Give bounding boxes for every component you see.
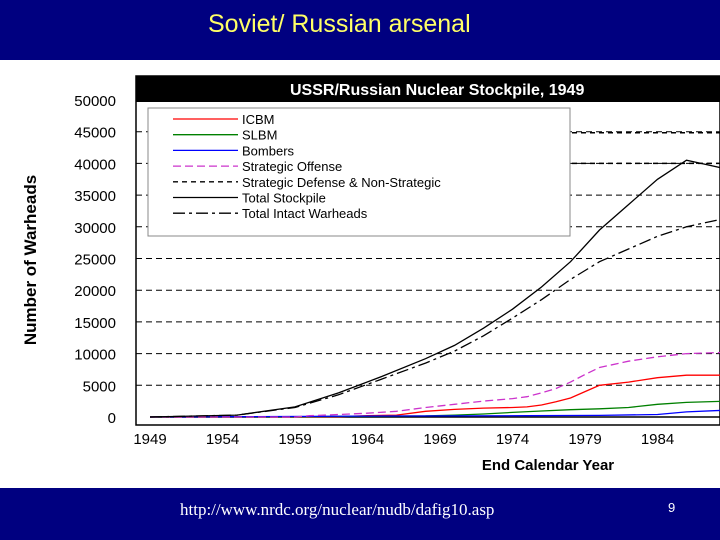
chart-title: USSR/Russian Nuclear Stockpile, 1949 [290,82,584,99]
legend-label-2: Bombers [242,143,295,158]
y-tick-label-40000: 40000 [74,156,116,173]
footer-bar [0,488,720,540]
chart-title-bar [136,76,720,102]
series-line-total-intact-warheads [149,218,720,418]
y-tick-label-20000: 20000 [74,283,116,300]
x-tick-label-1949: 1949 [133,431,166,448]
legend-label-3: Strategic Offense [242,159,342,174]
legend-label-6: Total Intact Warheads [242,206,368,221]
x-tick-label-1979: 1979 [568,431,601,448]
y-tick-label-50000: 50000 [74,93,116,110]
x-tick-label-1964: 1964 [351,431,384,448]
x-tick-label-1969: 1969 [423,431,456,448]
y-axis-title: Number of Warheads [21,175,40,345]
y-tick-label-15000: 15000 [74,315,116,332]
legend-label-4: Strategic Defense & Non-Strategic [242,175,441,190]
y-tick-label-25000: 25000 [74,252,116,269]
y-tick-label-5000: 5000 [83,378,116,395]
x-tick-label-1984: 1984 [641,431,674,448]
y-tick-label-30000: 30000 [74,220,116,237]
x-tick-label-1974: 1974 [496,431,529,448]
legend-label-5: Total Stockpile [242,191,326,206]
legend-box [147,107,571,237]
y-tick-label-45000: 45000 [74,125,116,142]
y-tick-label-0: 0 [108,410,116,427]
x-axis-title: End Calendar Year [482,457,614,474]
y-tick-label-10000: 10000 [74,347,116,364]
slide-number: 9 [668,500,676,515]
legend-label-0: ICBM [242,112,275,127]
x-tick-label-1954: 1954 [206,431,239,448]
legend-label-1: SLBM [242,128,277,143]
series-line-strategic-offense [150,351,720,418]
slide-title: Soviet/ Russian arsenal [208,10,471,38]
series-line-total-stockpile [149,159,720,418]
y-tick-label-35000: 35000 [74,188,116,205]
x-tick-label-1959: 1959 [278,431,311,448]
chart: USSR/Russian Nuclear Stockpile, 1949 0 500… [21,75,720,474]
source-url[interactable]: http://www.nrdc.org/nuclear/nudb/dafig10… [180,500,495,519]
title-bar [0,0,720,60]
